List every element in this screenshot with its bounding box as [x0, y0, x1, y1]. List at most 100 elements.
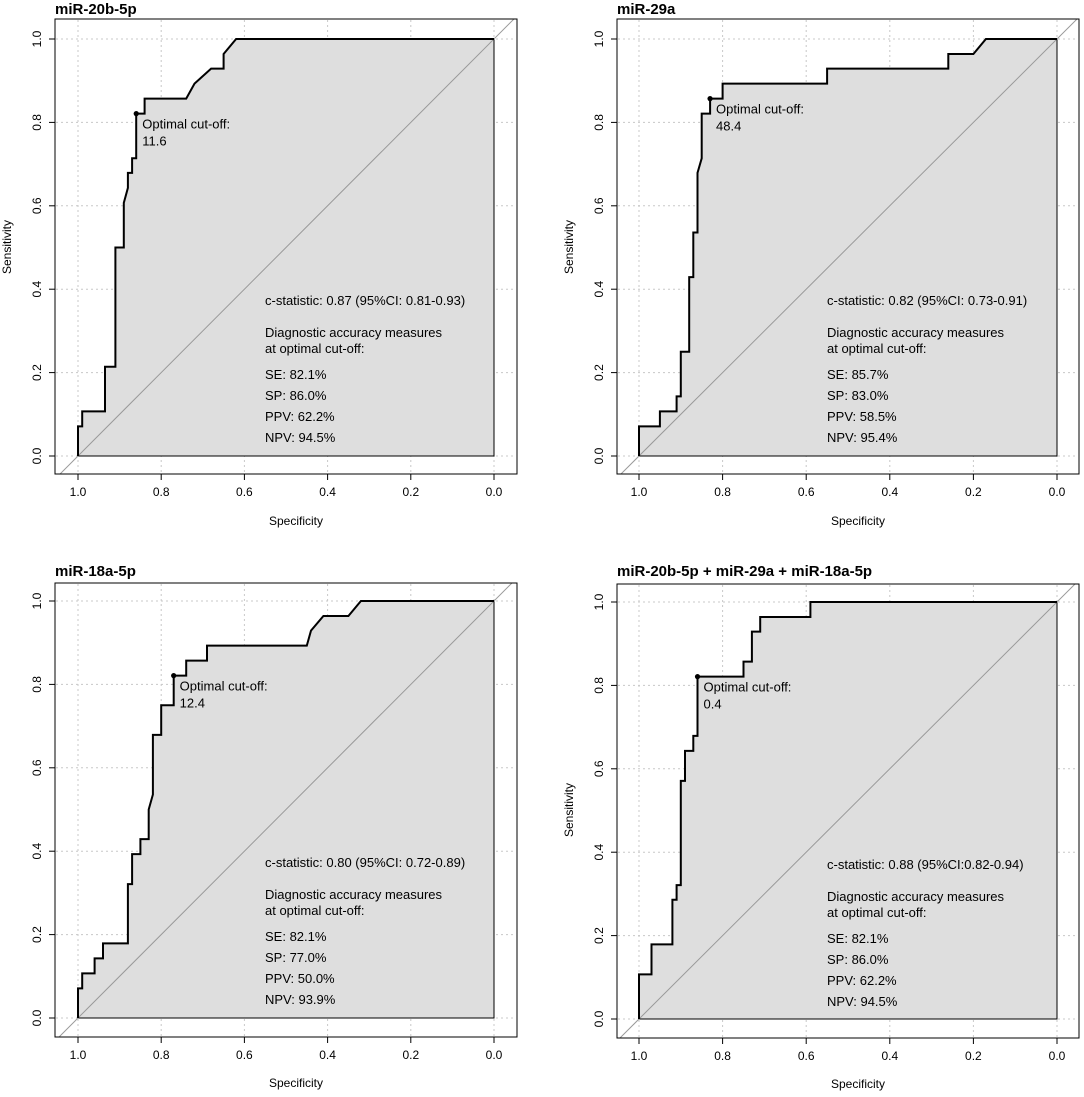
accuracy-measure: PPV: 62.2% — [827, 973, 897, 988]
y-tick-label: 0.8 — [30, 114, 44, 131]
x-tick-label: 0.8 — [153, 1048, 170, 1062]
accuracy-subtitle: at optimal cut-off: — [827, 341, 926, 356]
x-tick-label: 0.8 — [153, 485, 170, 499]
x-tick-label: 0.0 — [1049, 1049, 1066, 1063]
x-tick-label: 0.6 — [798, 1049, 815, 1063]
accuracy-title: Diagnostic accuracy measures — [265, 887, 443, 902]
x-tick-label: 1.0 — [70, 1048, 87, 1062]
y-tick-label: 0.2 — [592, 364, 606, 381]
accuracy-subtitle: at optimal cut-off: — [265, 341, 364, 356]
accuracy-measure: SP: 86.0% — [827, 952, 889, 967]
x-axis-label: Specificity — [269, 1076, 323, 1090]
x-tick-label: 0.4 — [319, 485, 336, 499]
y-tick-label: 0.8 — [592, 677, 606, 694]
x-tick-label: 0.4 — [881, 1049, 898, 1063]
panel-title: miR-20b-5p — [55, 1, 137, 18]
x-tick-label: 0.0 — [486, 1048, 503, 1062]
roc-panel: Optimal cut-off: 0.4 1.0 0.8 0.6 0.4 0.2 0.0 0.0… — [562, 563, 1080, 1091]
y-tick-label: 0.0 — [30, 447, 44, 464]
panel-title: miR-20b-5p + miR-29a + miR-18a-5p — [617, 563, 872, 580]
x-tick-label: 0.0 — [1049, 485, 1066, 499]
x-tick-label: 1.0 — [70, 485, 87, 499]
c-statistic: c-statistic: 0.87 (95%CI: 0.81-0.93) — [265, 293, 465, 308]
roc-curve — [77, 600, 494, 1018]
x-tick-label: 0.2 — [965, 1049, 982, 1063]
accuracy-measure: NPV: 94.5% — [827, 994, 898, 1009]
cutoff-value: 12.4 — [180, 696, 205, 711]
x-tick-label: 0.6 — [236, 485, 253, 499]
roc-curve — [638, 38, 1057, 456]
accuracy-measure: SE: 82.1% — [265, 929, 327, 944]
accuracy-measure: SE: 82.1% — [827, 931, 889, 946]
y-tick-label: 0.6 — [30, 197, 44, 214]
y-tick-label: 0.2 — [30, 364, 44, 381]
optimal-cutoff-point — [694, 674, 701, 680]
cutoff-value: 11.6 — [142, 134, 166, 149]
y-tick-label: 0.0 — [592, 447, 606, 464]
accuracy-measure: PPV: 58.5% — [827, 409, 897, 424]
x-axis-label: Specificity — [269, 514, 323, 528]
roc-panel: Optimal cut-off: 48.4 1.0 0.8 0.6 0.4 0.2 0.0 0.… — [562, 1, 1080, 528]
x-axis-label: Specificity — [831, 514, 885, 528]
y-tick-label: 0.6 — [592, 760, 606, 777]
y-axis-label: Sensitivity — [562, 220, 576, 274]
c-statistic: c-statistic: 0.88 (95%CI:0.82-0.94) — [827, 857, 1024, 872]
cutoff-label: Optimal cut-off: — [716, 102, 804, 117]
optimal-cutoff-point — [707, 96, 713, 102]
optimal-cutoff-point — [171, 673, 177, 679]
y-tick-label: 0.0 — [592, 1010, 606, 1027]
y-tick-label: 1.0 — [30, 592, 44, 609]
cutoff-label: Optimal cut-off: — [142, 117, 230, 132]
diagonal-reference-line — [619, 584, 1076, 1038]
plot-frame — [616, 583, 1080, 1039]
diagonal-reference-line — [59, 19, 515, 474]
x-tick-label: 0.4 — [319, 1048, 336, 1062]
x-tick-label: 1.0 — [631, 1049, 648, 1063]
accuracy-measure: SP: 77.0% — [265, 950, 327, 965]
y-tick-label: 0.6 — [30, 759, 44, 776]
accuracy-measure: NPV: 94.5% — [265, 430, 336, 445]
x-tick-label: 1.0 — [631, 485, 648, 499]
cutoff-value: 48.4 — [716, 119, 741, 134]
x-tick-label: 0.2 — [402, 1048, 419, 1062]
x-tick-label: 0.6 — [798, 485, 815, 499]
accuracy-measure: PPV: 50.0% — [265, 971, 335, 986]
y-tick-label: 1.0 — [592, 593, 606, 610]
x-tick-label: 0.6 — [236, 1048, 253, 1062]
roc-curve — [77, 38, 494, 456]
x-axis-label: Specificity — [831, 1077, 885, 1091]
cutoff-label: Optimal cut-off: — [180, 679, 268, 694]
accuracy-title: Diagnostic accuracy measures — [265, 325, 443, 340]
roc-curve — [638, 601, 1057, 1019]
plot-frame — [54, 18, 518, 475]
accuracy-measure: SE: 82.1% — [265, 367, 327, 382]
x-tick-label: 0.2 — [402, 485, 419, 499]
plot-frame — [616, 18, 1080, 475]
accuracy-measure: PPV: 62.2% — [265, 409, 335, 424]
accuracy-subtitle: at optimal cut-off: — [265, 903, 364, 918]
cutoff-value: 0.4 — [704, 697, 722, 712]
y-tick-label: 0.8 — [592, 114, 606, 131]
panel-title: miR-18a-5p — [55, 563, 136, 580]
y-tick-label: 0.4 — [30, 281, 44, 298]
accuracy-measure: NPV: 95.4% — [827, 430, 898, 445]
accuracy-title: Diagnostic accuracy measures — [827, 325, 1005, 340]
y-tick-label: 0.2 — [592, 927, 606, 944]
y-tick-label: 1.0 — [592, 30, 606, 47]
y-tick-label: 0.6 — [592, 197, 606, 214]
diagonal-reference-line — [620, 19, 1078, 474]
y-tick-label: 0.8 — [30, 676, 44, 693]
roc-panel: Optimal cut-off: 11.6 1.0 0.8 0.6 0.4 0.2 0.0 0.… — [0, 1, 518, 528]
roc-panel: Optimal cut-off: 12.4 1.0 0.8 0.6 0.4 0.2 0.0 0.… — [30, 563, 518, 1090]
accuracy-title: Diagnostic accuracy measures — [827, 889, 1005, 904]
y-tick-label: 0.0 — [30, 1009, 44, 1026]
c-statistic: c-statistic: 0.80 (95%CI: 0.72-0.89) — [265, 855, 465, 870]
y-axis-label: Sensitivity — [562, 783, 576, 837]
panel-title: miR-29a — [617, 1, 676, 18]
y-tick-label: 0.4 — [30, 843, 44, 860]
y-axis-label: Sensitivity — [0, 220, 14, 274]
x-tick-label: 0.8 — [714, 485, 731, 499]
optimal-cutoff-point — [133, 111, 139, 117]
y-tick-label: 0.2 — [30, 926, 44, 943]
